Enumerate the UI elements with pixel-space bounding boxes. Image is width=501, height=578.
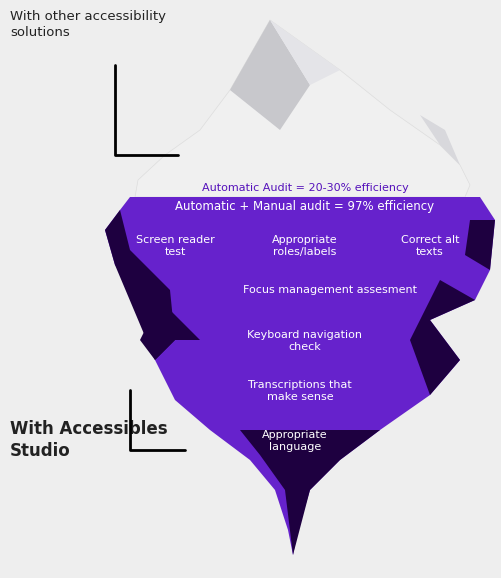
- Text: Focus management assesment: Focus management assesment: [243, 285, 417, 295]
- Text: Appropriate
roles/labels: Appropriate roles/labels: [272, 235, 338, 257]
- Polygon shape: [465, 220, 495, 270]
- Polygon shape: [140, 300, 200, 360]
- Polygon shape: [270, 20, 340, 85]
- Text: Correct alt
texts: Correct alt texts: [401, 235, 459, 257]
- Text: Screen reader
test: Screen reader test: [136, 235, 214, 257]
- Polygon shape: [230, 20, 310, 130]
- Text: Transcriptions that
make sense: Transcriptions that make sense: [248, 380, 352, 402]
- Text: Appropriate
language: Appropriate language: [262, 430, 328, 451]
- Text: Automatic + Manual audit = 97% efficiency: Automatic + Manual audit = 97% efficienc…: [175, 200, 434, 213]
- Polygon shape: [105, 197, 495, 555]
- Polygon shape: [240, 430, 380, 555]
- Text: Keyboard navigation
check: Keyboard navigation check: [247, 330, 363, 351]
- Polygon shape: [420, 115, 460, 165]
- Polygon shape: [135, 20, 470, 197]
- Polygon shape: [105, 210, 175, 360]
- Text: Automatic Audit = 20-30% efficiency: Automatic Audit = 20-30% efficiency: [201, 183, 408, 193]
- Text: With Accessibles
Studio: With Accessibles Studio: [10, 420, 168, 460]
- Polygon shape: [410, 280, 475, 395]
- Text: With other accessibility
solutions: With other accessibility solutions: [10, 10, 166, 39]
